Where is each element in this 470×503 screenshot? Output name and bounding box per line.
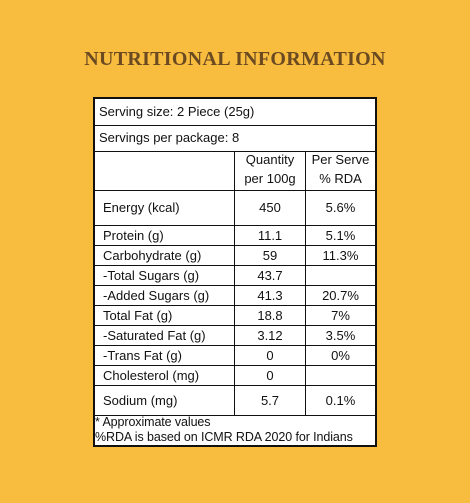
row-divider [95, 225, 375, 226]
nutrition-facts-panel: Serving size: 2 Piece (25g) Servings per… [93, 97, 377, 447]
divider [95, 151, 375, 152]
nutrient-rda: 5.1% [325, 228, 356, 243]
rda-header-line1: Per Serve [311, 152, 370, 167]
nutrient-rda: 0% [331, 348, 350, 363]
row-divider [95, 265, 375, 266]
nutrient-quantity: 11.1 [257, 228, 283, 243]
column-divider [305, 151, 306, 415]
nutrient-rda: 3.5% [325, 328, 356, 343]
column-divider [234, 151, 235, 415]
nutrient-quantity: 5.7 [260, 393, 280, 408]
nutrient-quantity: 43.7 [257, 268, 283, 283]
nutrient-quantity: 18.8 [257, 308, 283, 323]
row-divider [95, 385, 375, 386]
servings-per-package: Servings per package: 8 [99, 130, 240, 145]
nutrient-name: Cholesterol (mg) [103, 368, 200, 383]
nutrient-quantity: 41.3 [257, 288, 283, 303]
nutrient-rda: 7% [331, 308, 350, 323]
nutrient-quantity: 3.12 [257, 328, 283, 343]
divider [95, 125, 375, 126]
nutrient-name: -Total Sugars (g) [103, 268, 200, 283]
nutrient-rda: 0.1% [325, 393, 356, 408]
footnote-rda-basis: %RDA is based on ICMR RDA 2020 for India… [95, 430, 353, 444]
nutrient-quantity: 0 [266, 368, 274, 383]
row-divider [95, 305, 375, 306]
row-divider [95, 190, 375, 191]
nutrient-name: Energy (kcal) [103, 200, 180, 215]
nutrient-rda [306, 266, 375, 285]
nutrient-name: Carbohydrate (g) [103, 248, 202, 263]
row-divider [95, 285, 375, 286]
row-divider [95, 245, 375, 246]
nutrient-name: Total Fat (g) [103, 308, 173, 323]
row-divider [95, 345, 375, 346]
row-divider [95, 365, 375, 366]
page-heading: NUTRITIONAL INFORMATION [84, 48, 386, 70]
quantity-header-line2: per 100g [244, 171, 296, 186]
nutrient-rda [306, 366, 375, 385]
divider [95, 415, 375, 416]
row-divider [95, 325, 375, 326]
nutrient-name: -Saturated Fat (g) [103, 328, 206, 343]
nutrient-quantity: 0 [266, 348, 274, 363]
nutrient-name: Protein (g) [103, 228, 164, 243]
serving-size: Serving size: 2 Piece (25g) [99, 104, 255, 119]
nutrient-name: Sodium (mg) [103, 393, 178, 408]
nutrient-name: -Trans Fat (g) [103, 348, 182, 363]
nutrient-rda: 11.3% [322, 248, 359, 263]
quantity-header-line1: Quantity [245, 152, 295, 167]
footnote-approximate: * Approximate values [95, 415, 211, 429]
nutrient-quantity: 59 [262, 248, 278, 263]
nutrient-quantity: 450 [259, 200, 281, 215]
nutrient-rda: 20.7% [322, 288, 359, 303]
nutrient-name: -Added Sugars (g) [103, 288, 210, 303]
nutrient-rda: 5.6% [325, 200, 356, 215]
rda-header-line2: % RDA [319, 171, 362, 186]
